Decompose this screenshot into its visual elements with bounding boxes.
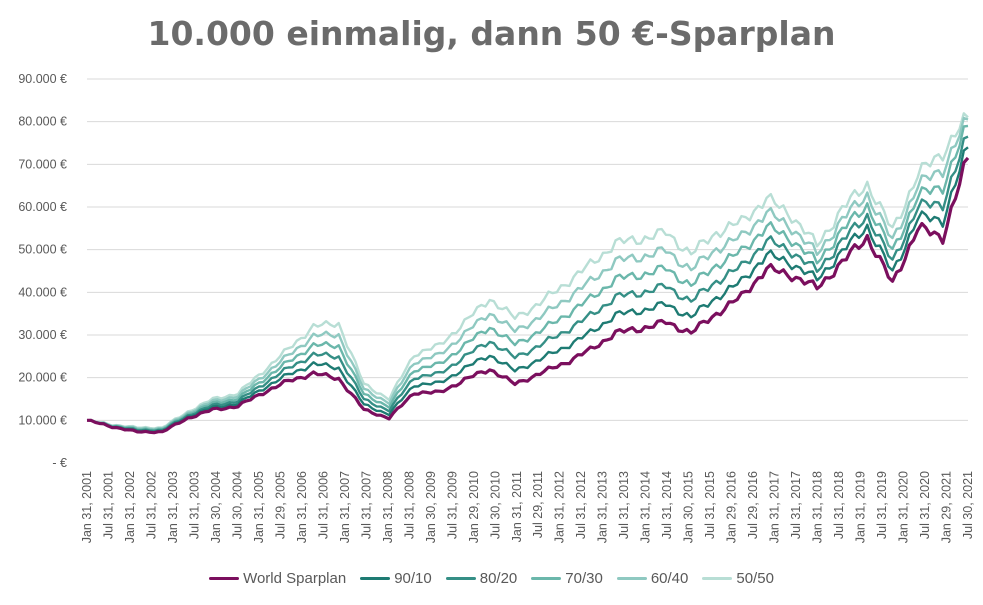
legend-label: 60/40 <box>650 570 689 587</box>
x-tick-label: Jan 31, 2005 <box>252 471 266 543</box>
x-tick-label: Jan 31, 2007 <box>338 471 352 543</box>
x-tick-label: Jan 31, 2002 <box>123 471 137 543</box>
x-tick-label: Jan 31, 2018 <box>811 471 825 543</box>
legend-label: 90/10 <box>394 570 432 587</box>
x-tick-label: Jan 30, 2015 <box>682 471 696 543</box>
x-tick-label: Jan 31, 2013 <box>596 471 610 543</box>
legend-swatch <box>445 577 476 580</box>
series-line-80-20 <box>86 135 969 433</box>
x-tick-label: Jan 31, 2020 <box>897 471 911 543</box>
x-tick-label: Jul 31, 2020 <box>918 471 932 539</box>
legend-label: 50/50 <box>736 570 774 587</box>
y-tick-label: 70.000 € <box>18 157 67 171</box>
x-axis-ticks: Jan 31, 2001 Jul 31, 2001 Jan 31, 2002 Jul … <box>80 471 975 543</box>
y-tick-label: 30.000 € <box>18 328 67 342</box>
legend-label: 70/30 <box>565 570 603 587</box>
y-tick-label: 80.000 € <box>18 115 67 129</box>
x-tick-label: Jan 31, 2008 <box>381 471 395 543</box>
legend-entry: 60/40 <box>616 570 689 587</box>
legend-swatch <box>360 577 391 580</box>
x-tick-label: Jan 31, 2006 <box>295 471 309 543</box>
x-tick-label: Jan 31, 2003 <box>166 471 180 543</box>
x-tick-label: Jan 30, 2009 <box>424 471 438 543</box>
series-line-world-sparplan <box>86 156 970 435</box>
x-tick-label: Jan 29, 2010 <box>467 471 481 543</box>
x-tick-label: Jan 31, 2019 <box>854 471 868 543</box>
series-line-90-10 <box>87 146 969 434</box>
x-tick-label: Jul 31, 2007 <box>359 471 373 539</box>
x-tick-label: Jan 31, 2014 <box>639 471 653 543</box>
x-tick-label: Jan 31, 2012 <box>553 471 567 543</box>
series-line-60-40 <box>86 116 969 431</box>
x-tick-label: Jul 31, 2006 <box>316 471 330 539</box>
legend-entry: World Sparplan <box>209 570 346 587</box>
x-tick-label: Jul 31, 2012 <box>574 471 588 539</box>
x-tick-label: Jan 31, 2011 <box>510 471 524 542</box>
x-tick-label: Jul 31, 2013 <box>617 471 631 539</box>
x-tick-label: Jul 31, 2014 <box>660 471 674 539</box>
y-tick-label: 50.000 € <box>18 243 67 257</box>
x-tick-label: Jan 31, 2001 <box>80 471 94 543</box>
legend-entry: 80/20 <box>445 570 518 587</box>
x-tick-label: Jul 29, 2011 <box>531 471 545 538</box>
legend: World Sparplan 90/10 80/20 70/30 60/40 50/50 <box>0 570 983 587</box>
x-tick-label: Jan 30, 2004 <box>209 471 223 543</box>
x-tick-label: Jul 31, 2001 <box>101 471 115 539</box>
x-tick-label: Jul 30, 2010 <box>488 471 502 539</box>
x-tick-label: Jan 31, 2017 <box>768 471 782 543</box>
y-tick-label: 10.000 € <box>18 413 67 427</box>
x-tick-label: Jan 29, 2016 <box>725 471 739 543</box>
x-tick-label: Jan 29, 2021 <box>940 471 954 543</box>
x-tick-label: Jul 29, 2016 <box>746 471 760 539</box>
series-lines <box>86 112 970 435</box>
legend-entry: 90/10 <box>360 570 432 587</box>
legend-entry: 70/30 <box>531 570 603 587</box>
legend-swatch <box>616 577 647 580</box>
x-tick-label: Jul 31, 2002 <box>144 471 158 539</box>
gridlines <box>87 78 968 421</box>
chart-title: 10.000 einmalig, dann 50 €-Sparplan <box>147 14 836 53</box>
x-tick-label: Jul 31, 2003 <box>187 471 201 539</box>
y-tick-label: 20.000 € <box>18 371 67 385</box>
x-tick-label: Jul 30, 2021 <box>961 471 975 539</box>
legend-label: World Sparplan <box>243 570 347 587</box>
legend-label: 80/20 <box>479 570 518 587</box>
x-tick-label: Jul 31, 2009 <box>445 471 459 539</box>
x-tick-label: Jul 31, 2008 <box>402 471 416 539</box>
x-tick-label: Jul 31, 2015 <box>703 471 717 539</box>
legend-swatch <box>702 577 733 580</box>
y-tick-label: 60.000 € <box>18 200 67 214</box>
series-line-70-30 <box>86 124 969 432</box>
y-tick-label: 90.000 € <box>18 72 67 86</box>
legend-swatch <box>209 577 240 580</box>
x-tick-label: Jul 31, 2018 <box>832 471 846 539</box>
x-tick-label: Jul 29, 2005 <box>273 471 287 539</box>
x-tick-label: Jul 31, 2019 <box>875 471 889 539</box>
x-tick-label: Jul 31, 2017 <box>789 471 803 539</box>
y-axis-ticks: - € 10.000 € 20.000 € 30.000 € 40.000 € 50.00… <box>18 72 67 470</box>
series-line-50-50 <box>86 112 969 430</box>
x-tick-label: Jul 30, 2004 <box>230 471 244 539</box>
legend-swatch <box>531 577 562 580</box>
legend-entry: 50/50 <box>702 570 774 587</box>
y-tick-label: 40.000 € <box>18 285 67 299</box>
y-tick-label: - € <box>52 456 67 470</box>
